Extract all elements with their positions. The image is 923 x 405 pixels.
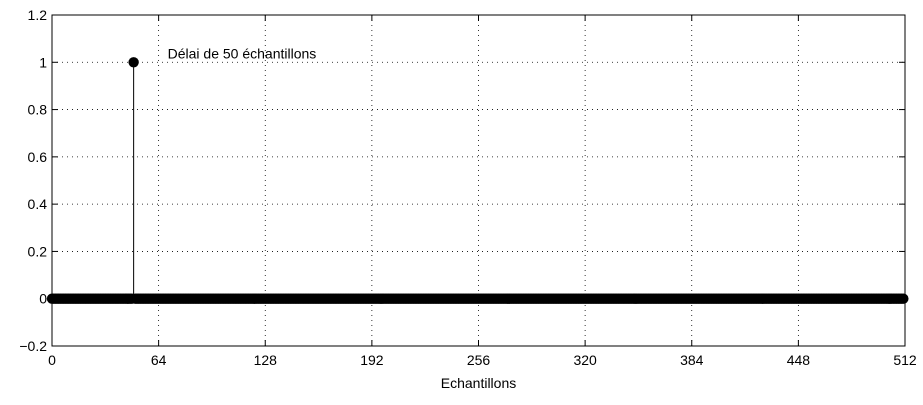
- x-tick-label: 448: [787, 352, 811, 368]
- y-tick-label: 1.2: [28, 7, 48, 23]
- y-tick-label: −0.2: [19, 338, 47, 354]
- x-tick-label: 64: [151, 352, 167, 368]
- x-tick-label: 384: [680, 352, 704, 368]
- axis-ticks: [51, 14, 906, 347]
- x-tick-label: 512: [893, 352, 917, 368]
- y-tick-label: 1: [39, 54, 47, 70]
- y-tick-label: 0: [39, 291, 47, 307]
- x-tick-label: 192: [360, 352, 384, 368]
- stem-series: [46, 57, 909, 304]
- y-tick-label: 0.2: [28, 243, 48, 259]
- x-tick-label: 256: [467, 352, 491, 368]
- y-tick-label: 0.6: [28, 149, 48, 165]
- stem-marker: [128, 57, 139, 68]
- y-tick-label: 0.4: [28, 196, 48, 212]
- axis-tick-labels: 0 64 128 192 256 320 384 448 512−0.200.20.40.60.…: [19, 7, 917, 368]
- x-tick-label: 128: [254, 352, 278, 368]
- x-axis-label: Echantillons: [441, 375, 517, 391]
- x-tick-label: 0: [48, 352, 56, 368]
- x-tick-label: 320: [573, 352, 597, 368]
- y-tick-label: 0.8: [28, 102, 48, 118]
- annotation-label: Délai de 50 échantillons: [168, 45, 317, 61]
